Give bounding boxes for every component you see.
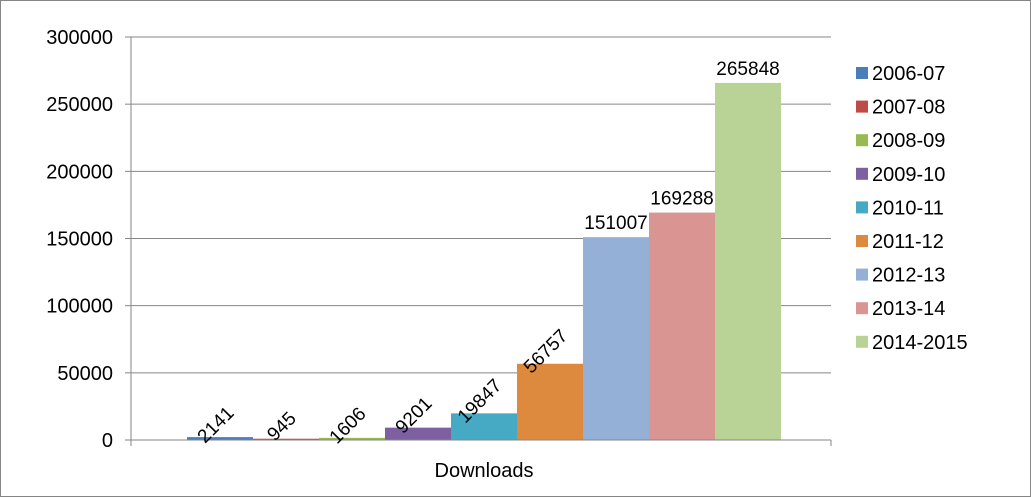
- bar-2013-14: [649, 212, 715, 440]
- legend-label: 2012-13: [872, 265, 945, 287]
- y-tick-label: 50000: [57, 363, 113, 385]
- legend: 2006-07 2007-08 2008-09 2009-10 2010-11 2011-…: [856, 63, 968, 354]
- axes: [125, 36, 832, 446]
- legend-label: 2007-08: [872, 97, 945, 119]
- y-tick-label: 0: [102, 430, 113, 452]
- legend-swatch: [856, 235, 868, 247]
- legend-label: 2008-09: [872, 130, 945, 152]
- data-label: 169288: [650, 189, 713, 210]
- bar-2012-13: [583, 237, 649, 440]
- bars: [187, 82, 781, 441]
- bar-2007-08: [253, 438, 319, 440]
- legend-label: 2014-2015: [872, 332, 968, 354]
- legend-label: 2011-12: [872, 231, 944, 253]
- y-tick-label: 200000: [46, 161, 113, 183]
- y-tick-label: 300000: [46, 27, 113, 49]
- legend-swatch: [856, 134, 868, 147]
- x-category-label: Downloads: [435, 460, 534, 482]
- bar-2010-11: [451, 413, 517, 440]
- legend-swatch: [856, 167, 868, 180]
- data-label: 265848: [716, 59, 779, 80]
- legend-swatch: [856, 268, 868, 281]
- data-label: 2141: [194, 403, 239, 448]
- legend-swatch: [856, 100, 868, 113]
- legend-swatch: [856, 67, 868, 79]
- y-tick-label: 250000: [46, 94, 113, 116]
- data-label: 151007: [584, 213, 647, 234]
- legend-swatch: [856, 302, 868, 315]
- bar-2014-2015: [715, 82, 781, 441]
- bar-2006-07: [187, 437, 253, 440]
- bar-2008-09: [319, 437, 385, 440]
- y-axis-ticks: 0 50000 100000 150000 200000 250000 300000: [46, 27, 113, 452]
- legend-swatch: [856, 201, 868, 214]
- y-tick-label: 150000: [46, 229, 113, 251]
- legend-label: 2013-14: [872, 298, 945, 320]
- legend-swatch: [856, 335, 868, 348]
- legend-label: 2010-11: [872, 197, 944, 219]
- legend-label: 2006-07: [872, 63, 945, 85]
- data-label: 1606: [326, 404, 371, 449]
- bar-2009-10: [385, 427, 451, 440]
- legend-label: 2009-10: [872, 164, 945, 186]
- bar-2011-12: [517, 363, 583, 440]
- y-tick-label: 100000: [46, 296, 113, 318]
